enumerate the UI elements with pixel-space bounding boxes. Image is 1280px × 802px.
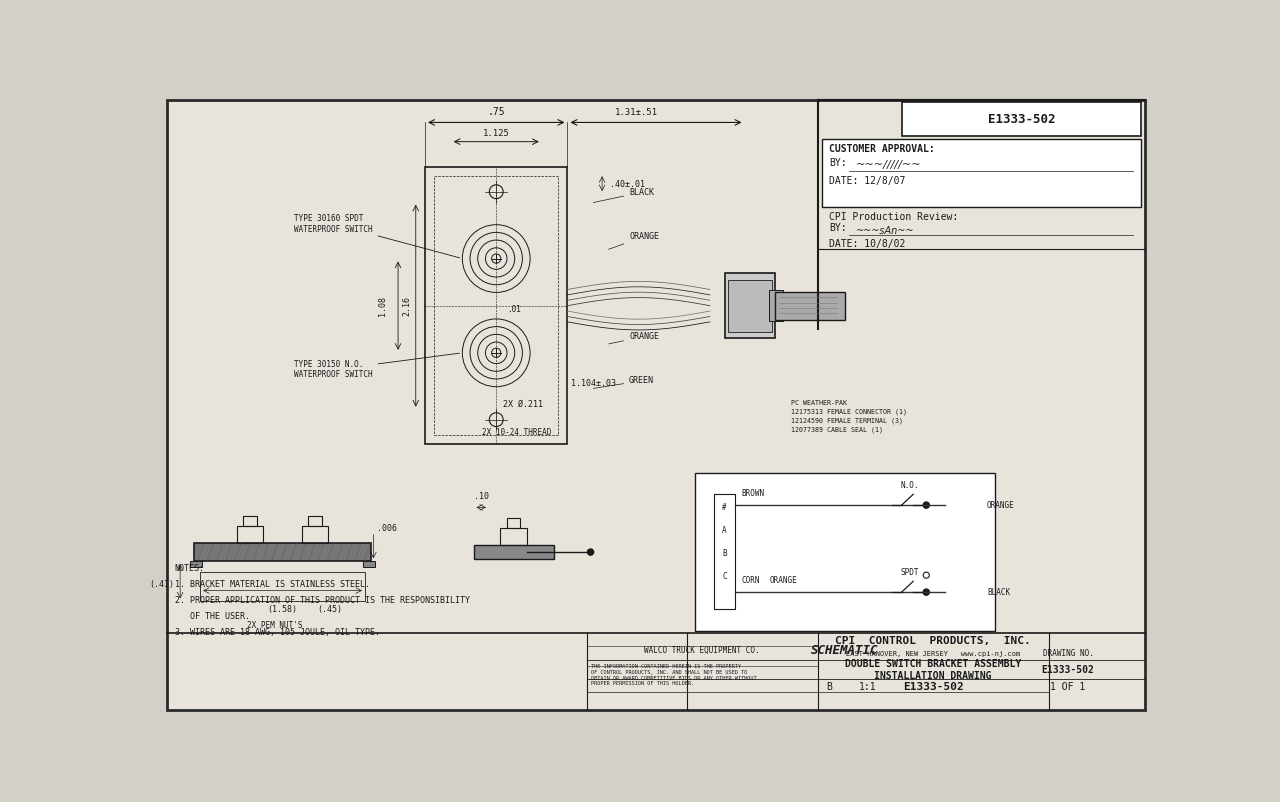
Text: OF THE USER.: OF THE USER. <box>175 612 250 621</box>
Bar <box>425 167 567 444</box>
Text: 1 OF 1: 1 OF 1 <box>1051 682 1085 692</box>
Text: 2X 10-24 THREAD: 2X 10-24 THREAD <box>483 428 552 437</box>
Bar <box>500 529 526 545</box>
Text: CORN: CORN <box>741 576 760 585</box>
Text: N.O.: N.O. <box>901 481 919 491</box>
Text: BLACK: BLACK <box>593 188 654 203</box>
Text: CPI Production Review:: CPI Production Review: <box>829 212 959 221</box>
Circle shape <box>923 589 929 595</box>
Text: .75: .75 <box>488 107 506 117</box>
Text: THE INFORMATION CONTAINED HEREIN IS THE PROPERTY
OF CONTROL PRODUCTS, INC. AND S: THE INFORMATION CONTAINED HEREIN IS THE … <box>590 664 756 687</box>
Text: GREEN: GREEN <box>594 376 654 388</box>
Bar <box>695 472 995 630</box>
Text: A: A <box>722 526 727 535</box>
Text: 1. BRACKET MATERIAL IS STAINLESS STEEL.: 1. BRACKET MATERIAL IS STAINLESS STEEL. <box>175 580 370 589</box>
Bar <box>474 545 553 559</box>
Text: 2X Ø.211: 2X Ø.211 <box>503 399 543 409</box>
Text: NOTES:: NOTES: <box>175 564 205 573</box>
Text: CUSTOMER APPROVAL:: CUSTOMER APPROVAL: <box>829 144 934 154</box>
Text: .40±.01: .40±.01 <box>609 180 645 188</box>
Bar <box>191 561 202 567</box>
Text: #: # <box>722 503 727 512</box>
Bar <box>822 140 1140 207</box>
Text: 1.125: 1.125 <box>483 129 509 138</box>
Bar <box>728 280 772 332</box>
Text: B: B <box>722 549 727 558</box>
Text: ~~~/////~~: ~~~/////~~ <box>856 160 922 170</box>
Bar <box>714 493 735 609</box>
Bar <box>195 543 371 561</box>
Text: ORANGE: ORANGE <box>987 500 1015 509</box>
Bar <box>726 273 776 338</box>
Text: SPDT: SPDT <box>901 569 919 577</box>
Text: B: B <box>827 682 832 692</box>
Text: 1.08: 1.08 <box>378 296 387 316</box>
Text: (.45): (.45) <box>317 606 342 614</box>
Text: BLACK: BLACK <box>987 588 1010 597</box>
Bar <box>902 103 1140 136</box>
Bar <box>776 292 845 319</box>
Text: (.41): (.41) <box>150 580 175 589</box>
Text: (1.58): (1.58) <box>268 606 297 614</box>
Text: 2X PEM NUT'S: 2X PEM NUT'S <box>247 622 302 630</box>
Text: 3. WIRES ARE 18 AWG, 105 JOULE, OIL TYPE.: 3. WIRES ARE 18 AWG, 105 JOULE, OIL TYPE… <box>175 628 380 638</box>
Text: ~~~sAn~~: ~~~sAn~~ <box>856 225 915 236</box>
Text: E1333-502: E1333-502 <box>902 682 964 692</box>
Text: .01: .01 <box>508 305 521 314</box>
Text: 1.31±.51: 1.31±.51 <box>616 108 658 117</box>
Text: C: C <box>722 572 727 581</box>
Text: 1.104±.03: 1.104±.03 <box>571 379 616 388</box>
Text: .10: .10 <box>474 492 489 501</box>
Bar <box>237 526 264 543</box>
Text: ORANGE: ORANGE <box>608 232 659 249</box>
Text: 2. PROPER APPLICATION OF THIS PRODUCT IS THE RESPONSIBILITY: 2. PROPER APPLICATION OF THIS PRODUCT IS… <box>175 596 470 605</box>
Bar <box>302 526 328 543</box>
Text: 2.16: 2.16 <box>402 296 411 316</box>
Text: DOUBLE SWITCH BRACKET ASSEMBLY
INSTALLATION DRAWING: DOUBLE SWITCH BRACKET ASSEMBLY INSTALLAT… <box>845 659 1021 681</box>
Bar <box>308 516 321 526</box>
Text: DATE: 12/8/07: DATE: 12/8/07 <box>829 176 906 185</box>
Text: TYPE 30150 N.O.
WATERPROOF SWITCH: TYPE 30150 N.O. WATERPROOF SWITCH <box>294 353 460 379</box>
Text: ORANGE: ORANGE <box>771 576 797 585</box>
Bar <box>507 518 521 529</box>
Circle shape <box>923 502 929 508</box>
Bar <box>434 176 558 435</box>
Text: DRAWING NO.: DRAWING NO. <box>1042 650 1093 658</box>
Text: E1333-502: E1333-502 <box>1042 665 1094 675</box>
Text: DATE: 10/8/02: DATE: 10/8/02 <box>829 240 906 249</box>
Text: E1333-502: E1333-502 <box>988 113 1056 126</box>
Bar <box>769 290 783 321</box>
Text: ORANGE: ORANGE <box>609 332 659 344</box>
Text: .006: .006 <box>378 525 397 533</box>
Text: EAST HANOVER, NEW JERSEY   www.cpi-nj.com: EAST HANOVER, NEW JERSEY www.cpi-nj.com <box>846 650 1020 657</box>
Circle shape <box>588 549 594 555</box>
Text: CPI  CONTROL  PRODUCTS,  INC.: CPI CONTROL PRODUCTS, INC. <box>836 636 1032 646</box>
Text: BY:: BY: <box>829 223 847 233</box>
Text: 1:1: 1:1 <box>859 682 877 692</box>
Bar <box>243 516 257 526</box>
Text: WALCO TRUCK EQUIPMENT CO.: WALCO TRUCK EQUIPMENT CO. <box>644 646 760 655</box>
Text: SCHEMATIC: SCHEMATIC <box>812 645 878 658</box>
Text: BY:: BY: <box>829 158 847 168</box>
Text: PC WEATHER-PAK
12175313 FEMALE CONNECTOR (1)
12124590 FEMALE TERMINAL (3)
120773: PC WEATHER-PAK 12175313 FEMALE CONNECTOR… <box>791 400 906 433</box>
Bar <box>200 572 365 602</box>
Text: BROWN: BROWN <box>741 489 764 498</box>
Text: TYPE 30160 SPDT
WATERPROOF SWITCH: TYPE 30160 SPDT WATERPROOF SWITCH <box>294 214 460 257</box>
Bar <box>364 561 375 567</box>
